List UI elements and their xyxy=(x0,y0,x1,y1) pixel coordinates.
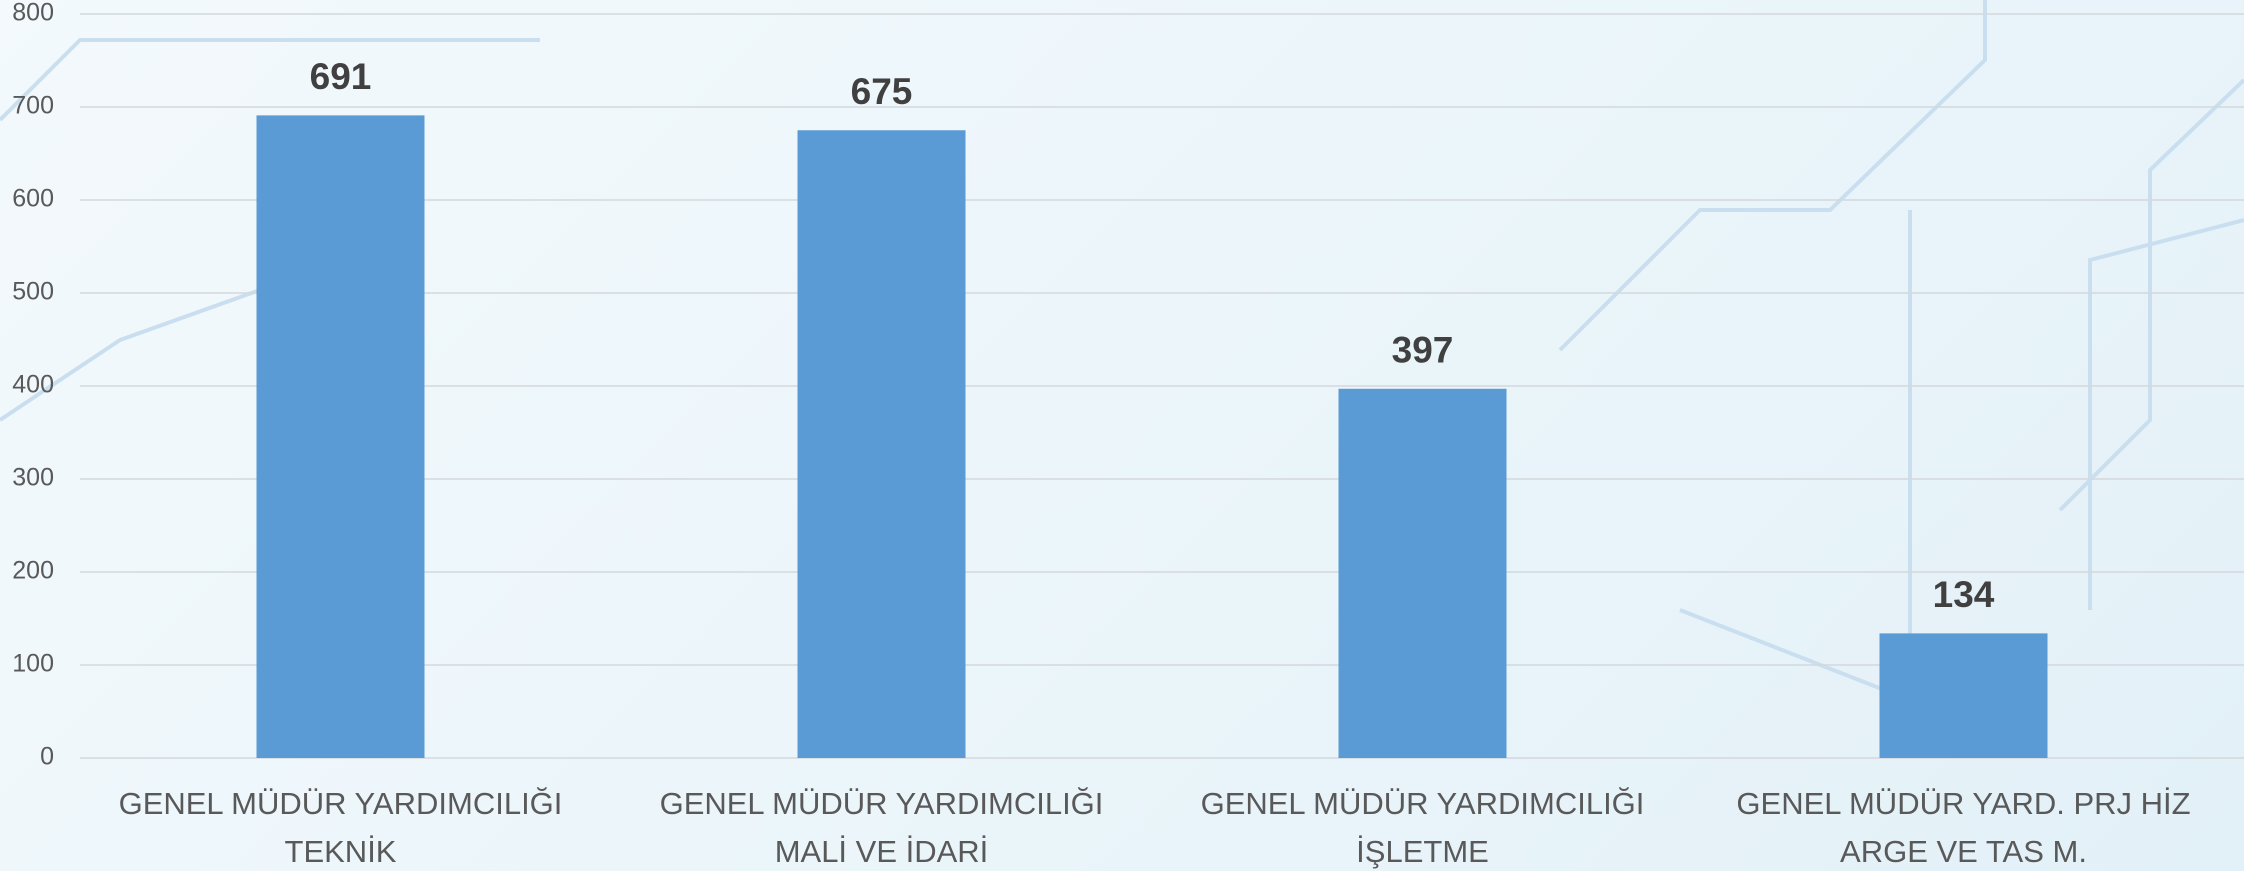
data-label: 691 xyxy=(310,56,372,97)
bar xyxy=(1879,633,2048,758)
x-tick-label: MALİ VE İDARİ xyxy=(775,834,989,869)
circuit-line xyxy=(0,288,261,422)
circuit-line xyxy=(1679,210,1912,703)
y-tick-label: 100 xyxy=(12,650,54,678)
y-tick-label: 300 xyxy=(12,464,54,492)
y-tick-label: 500 xyxy=(12,278,54,306)
x-tick-label: ARGE VE TAS M. xyxy=(1840,834,2087,869)
x-tick-label: İŞLETME xyxy=(1356,834,1489,869)
x-tick-label: GENEL MÜDÜR YARDIMCILIĞI xyxy=(660,786,1104,821)
y-tick-label: 800 xyxy=(12,0,54,27)
data-label: 397 xyxy=(1392,330,1454,371)
y-tick-label: 400 xyxy=(12,371,54,399)
x-tick-label: TEKNİK xyxy=(285,834,397,869)
y-tick-label: 600 xyxy=(12,185,54,213)
circuit-line xyxy=(2088,218,2244,610)
bar xyxy=(256,115,425,759)
x-tick-label: GENEL MÜDÜR YARDIMCILIĞI xyxy=(119,786,563,821)
x-tick-label: GENEL MÜDÜR YARDIMCILIĞI xyxy=(1201,786,1645,821)
y-tick-label: 200 xyxy=(12,557,54,585)
x-tick-label: GENEL MÜDÜR YARD. PRJ HİZ xyxy=(1736,786,2190,821)
bar xyxy=(1338,388,1507,758)
bar xyxy=(797,130,966,758)
data-label: 134 xyxy=(1933,574,1995,615)
y-tick-label: 700 xyxy=(12,92,54,120)
circuit-line xyxy=(2058,78,2244,512)
circuit-line xyxy=(0,38,540,122)
circuit-line xyxy=(1558,0,1987,352)
data-label: 675 xyxy=(851,71,913,112)
y-tick-label: 0 xyxy=(40,743,54,771)
